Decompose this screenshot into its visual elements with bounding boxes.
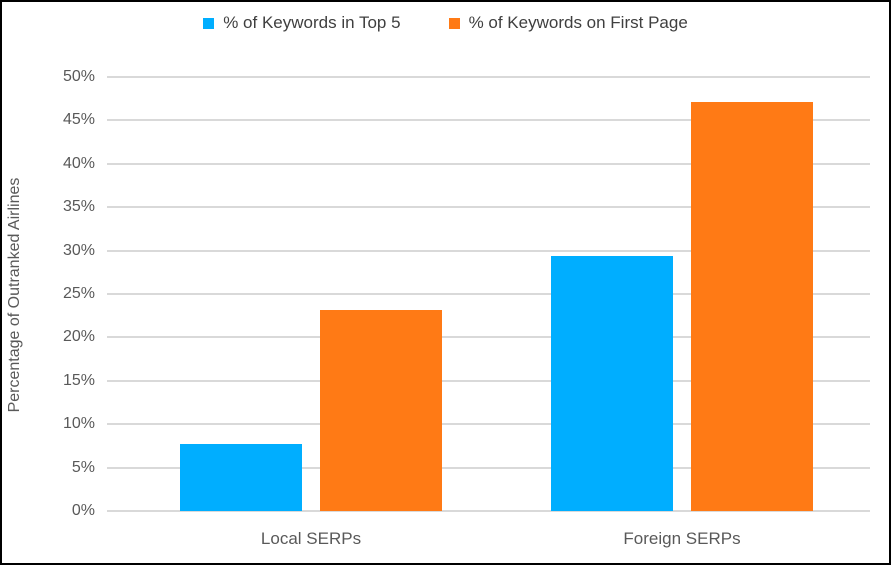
y-tick-label: 25% xyxy=(62,285,95,302)
y-tick-label: 15% xyxy=(62,371,95,389)
gridline xyxy=(107,206,870,209)
gridline xyxy=(107,76,870,78)
gridline xyxy=(107,423,870,426)
y-tick-label: 50% xyxy=(62,68,95,85)
gridline xyxy=(107,293,870,295)
gridline xyxy=(107,466,870,469)
bar-firstpage-local xyxy=(320,310,442,511)
x-category-label: Local SERPs xyxy=(260,529,362,548)
gridline xyxy=(107,379,870,382)
plot-area xyxy=(107,76,870,512)
gridline xyxy=(107,119,870,122)
legend-item: % of Keywords on First Page xyxy=(448,13,688,33)
y-tick-label: 45% xyxy=(62,111,95,129)
bar-firstpage-foreign xyxy=(691,102,813,511)
y-tick-label: 35% xyxy=(62,198,95,216)
y-tick-label: 0% xyxy=(71,502,95,519)
y-tick-label: 5% xyxy=(71,458,95,476)
x-category-label: Foreign SERPs xyxy=(623,529,741,548)
bar-top5-local xyxy=(180,444,302,511)
y-tick-label: 10% xyxy=(62,415,95,433)
chart-legend: % of Keywords in Top 5 % of Keywords on F… xyxy=(2,13,889,33)
legend-label: % of Keywords on First Page xyxy=(468,13,688,32)
y-tick-label: 30% xyxy=(62,241,95,259)
gridline xyxy=(107,510,870,512)
legend-swatch-icon xyxy=(448,17,460,29)
y-axis-title: Percentage of Outranked Airlines xyxy=(6,177,23,413)
legend-item: % of Keywords in Top 5 xyxy=(203,13,401,33)
gridline xyxy=(107,336,870,339)
legend-swatch-icon xyxy=(203,17,215,29)
bar-top5-foreign xyxy=(551,256,673,511)
gridline xyxy=(107,162,870,165)
gridline xyxy=(107,249,870,252)
y-tick-label: 20% xyxy=(62,328,95,346)
legend-label: % of Keywords in Top 5 xyxy=(223,13,401,32)
y-tick-label: 40% xyxy=(62,154,95,172)
